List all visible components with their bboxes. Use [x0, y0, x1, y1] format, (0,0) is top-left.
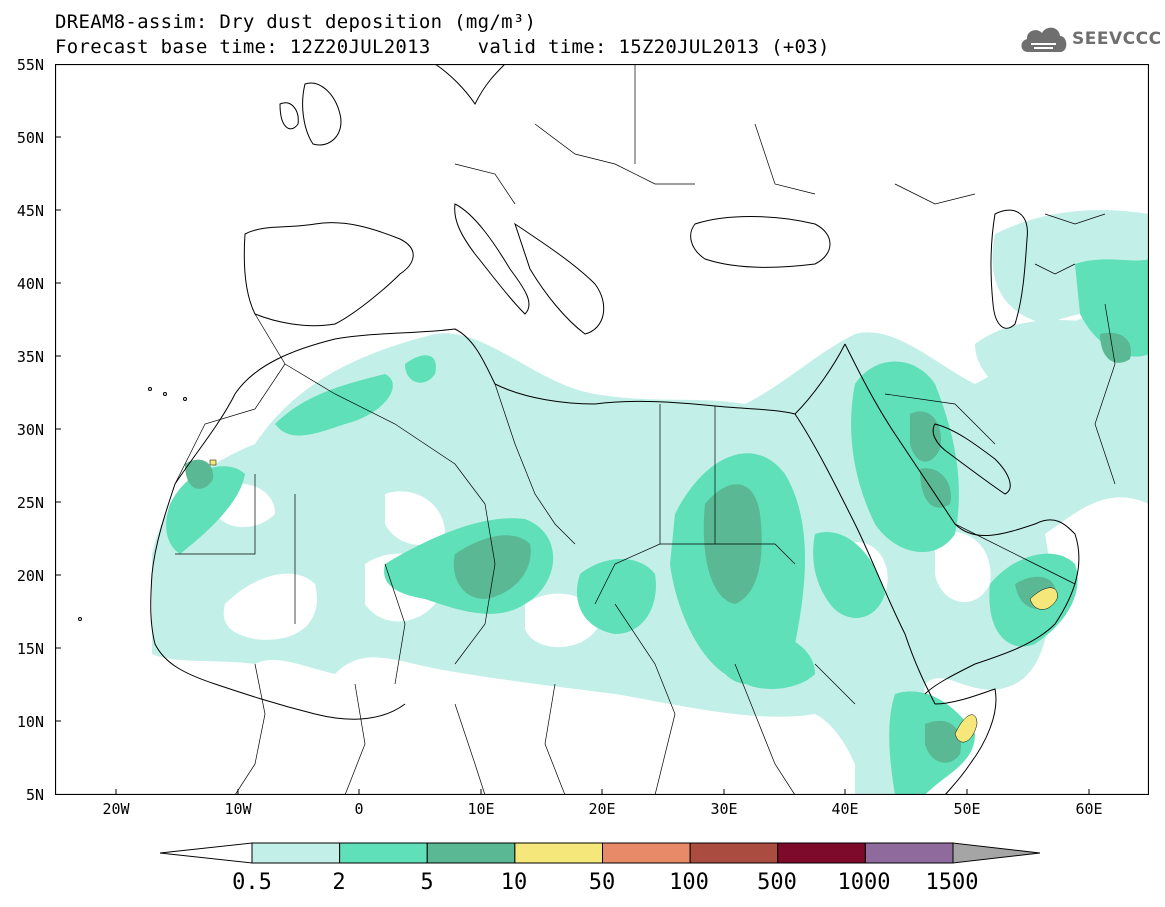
colorbar-label: 500	[757, 870, 797, 895]
colorbar-label: 0.5	[232, 870, 272, 895]
colorbar-left-arrow	[159, 842, 253, 864]
colorbar-label: 2	[332, 870, 346, 895]
seevccc-logo: SEEVCCC	[1018, 22, 1161, 58]
colorbar-svg	[159, 842, 1041, 864]
lon-label: 0	[354, 800, 364, 818]
coastlines	[78, 64, 1080, 795]
lon-label: 10E	[467, 800, 495, 818]
dust-level-2	[166, 259, 1149, 795]
lon-label: 10W	[224, 800, 252, 818]
colorbar-right-arrow	[952, 842, 1041, 864]
colorbar-label: 5	[420, 870, 434, 895]
colorbar-swatch	[339, 842, 428, 864]
colorbar-label: 1500	[925, 870, 979, 895]
colorbar-swatch	[251, 842, 341, 864]
lat-label: 10N	[16, 713, 44, 731]
lon-label: 20E	[588, 800, 616, 818]
colorbar-swatch	[602, 842, 691, 864]
colorbar-swatch	[864, 842, 954, 864]
lat-label: 30N	[16, 421, 44, 439]
colorbar-label: 10	[500, 870, 528, 895]
lat-label: 25N	[16, 494, 44, 512]
lat-label: 45N	[16, 202, 44, 220]
map-title: DREAM8-assim: Dry dust deposition (mg/m³…	[55, 11, 537, 33]
colorbar-swatch	[426, 842, 516, 864]
lat-label: 40N	[16, 275, 44, 293]
lon-label: 50E	[953, 800, 981, 818]
colorbar	[159, 840, 1041, 880]
lat-label: 55N	[16, 56, 44, 74]
lon-label: 40E	[831, 800, 859, 818]
lon-label: 60E	[1075, 800, 1103, 818]
country-borders	[174, 64, 1116, 795]
colorbar-swatch	[689, 842, 779, 864]
lat-label: 15N	[16, 640, 44, 658]
colorbar-label: 50	[588, 870, 616, 895]
dust-level-10	[209, 459, 1058, 743]
lat-label: 50N	[16, 129, 44, 147]
colorbar-label: 100	[669, 870, 709, 895]
colorbar-swatch	[777, 842, 866, 864]
lat-label: 20N	[16, 567, 44, 585]
logo-text: SEEVCCC	[1072, 29, 1162, 49]
colorbar-label: 1000	[837, 870, 891, 895]
map-canvas	[55, 64, 1149, 795]
lon-label: 20W	[102, 800, 130, 818]
colorbar-swatch	[514, 842, 603, 864]
lat-label: 5N	[25, 786, 44, 804]
map-subtitle: Forecast base time: 12Z20JUL2013 valid t…	[55, 36, 830, 58]
lat-label: 35N	[16, 348, 44, 366]
cloud-icon	[1021, 27, 1067, 52]
lon-label: 30E	[710, 800, 738, 818]
dust-map	[55, 64, 1149, 795]
axis-ticks	[55, 136, 1090, 795]
